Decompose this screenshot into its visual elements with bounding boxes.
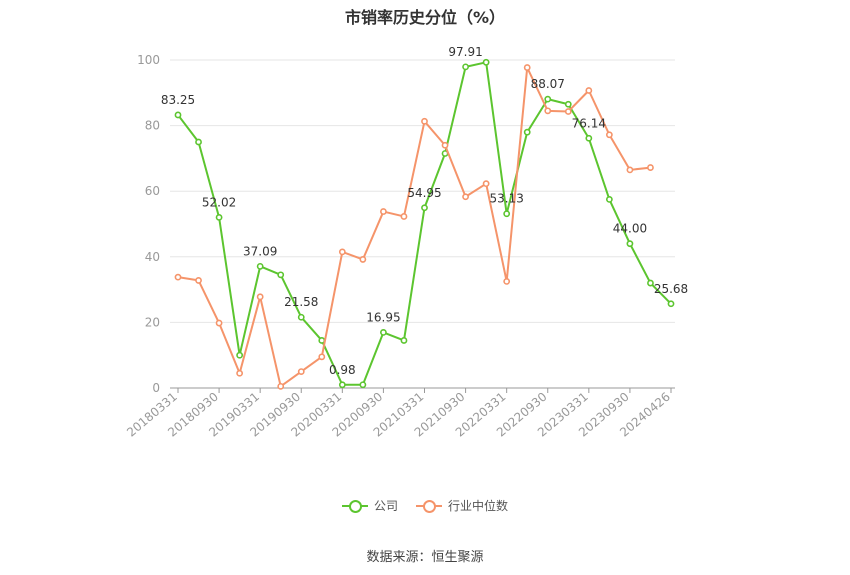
data-point [544,107,552,115]
data-label: 88.07 [531,77,565,91]
data-point [421,204,428,212]
y-tick-label: 20 [145,315,160,329]
legend-item-industry[interactable]: 行业中位数 [416,497,508,514]
data-point [441,141,449,149]
y-tick-label: 40 [145,250,160,264]
data-point [277,382,285,390]
y-tick-label: 0 [152,381,160,395]
data-point [564,100,572,108]
legend-industry-marker-icon [416,499,442,513]
data-label: 54.95 [407,186,441,200]
data-point [400,213,408,220]
data-label: 97.91 [448,45,482,59]
data-point [256,293,264,301]
chart-legend: 公司 行业中位数 [0,497,850,514]
data-point [421,117,428,125]
data-point [647,164,654,171]
data-point [359,381,367,389]
legend-company-label: 公司 [373,499,398,513]
data-label: 83.25 [161,93,195,107]
data-label: 37.09 [243,244,277,258]
data-point [503,277,511,285]
data-point [482,58,490,66]
legend-company-marker-icon [341,499,368,513]
data-point [174,111,182,119]
data-point [647,279,654,287]
data-point [338,381,346,389]
chart-title: 市销率历史分位（%） [344,8,506,27]
data-point [215,213,223,221]
data-point [215,319,223,327]
data-point [195,138,202,146]
data-point [338,248,346,256]
data-point [256,262,264,270]
data-point [667,300,675,308]
data-point [380,208,387,215]
data-label: 21.58 [284,295,318,309]
data-point [277,271,285,279]
data-label: 53.13 [489,192,523,206]
data-point [585,87,593,94]
data-point [297,313,305,321]
data-point [380,329,387,336]
data-point [297,368,305,375]
series-line-company [177,61,672,386]
data-point [482,180,490,188]
data-source: 数据来源：恒生聚源 [366,550,484,565]
data-point [605,131,613,139]
y-tick-label: 60 [145,184,160,198]
data-label: 52.02 [202,195,236,209]
series-line-industry [177,66,651,388]
data-point [236,351,244,359]
data-point [462,193,469,201]
data-label: 44.00 [613,222,647,236]
data-point [318,337,326,344]
data-point [626,240,634,248]
legend-item-company[interactable]: 公司 [341,497,398,514]
data-point [585,134,593,142]
data-point [523,128,531,136]
data-label: 0.98 [329,363,356,377]
data-point [503,210,511,218]
data-point [195,277,202,284]
data-label: 25.68 [654,282,688,296]
data-point [523,64,531,71]
data-point [236,369,244,377]
data-point [564,108,572,115]
data-point [174,273,182,281]
data-point [400,337,408,344]
data-point [544,95,552,103]
data-label: 76.14 [572,116,606,130]
data-point [626,166,634,174]
data-point [462,63,469,71]
data-point [605,195,613,203]
data-label: 16.95 [366,310,400,324]
y-tick-label: 80 [145,119,160,133]
data-point [359,256,367,263]
y-tick-label: 100 [137,53,160,67]
legend-industry-label: 行业中位数 [448,499,509,513]
data-point [318,353,326,361]
